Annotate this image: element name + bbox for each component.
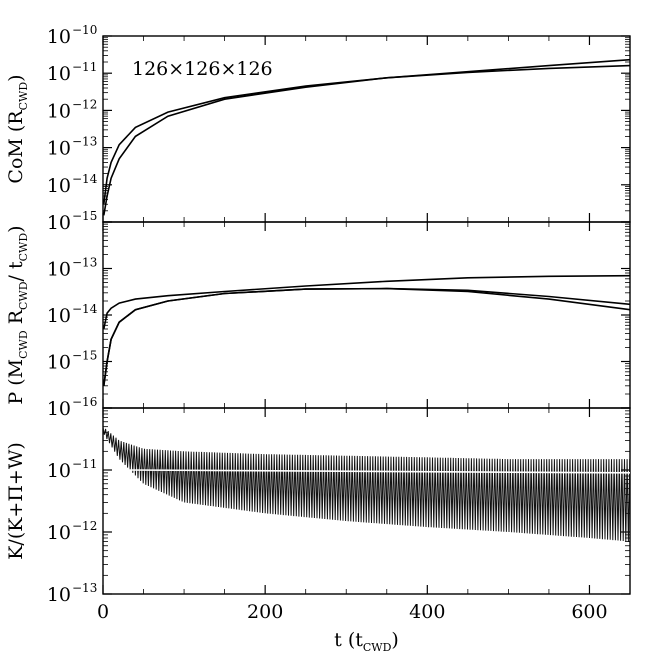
y-tick-label: 10 (47, 522, 71, 544)
y-tick-base: 10 (47, 26, 71, 48)
y-axis-label: K/(K+Π+W) (5, 442, 27, 560)
y-axis-label-end: ) (5, 74, 27, 81)
y-tick-exponent: −13 (72, 256, 97, 270)
y-tick-exponent: −11 (72, 457, 97, 471)
y-tick-base: 10 (47, 398, 71, 420)
y-tick-base: 10 (47, 305, 71, 327)
y-tick-label: 10 (47, 212, 71, 234)
y-axis-label-sub3: CWD (17, 233, 30, 262)
series-line-3 (103, 287, 631, 386)
y-tick-exponent: −15 (72, 349, 97, 363)
y-tick-label: 10 (47, 138, 71, 160)
y-axis-label: P (MCWD RCWD/ tCWD) (5, 225, 30, 404)
y-tick-base: 10 (47, 212, 71, 234)
y-axis-label-sub: CWD (17, 82, 30, 111)
y-tick-exponent: −10 (72, 23, 97, 37)
y-axis-label-end: / t (5, 261, 27, 281)
series-line-2 (103, 64, 631, 216)
plot-frame (102, 407, 631, 595)
y-tick-label: 10 (47, 175, 71, 197)
y-tick-base: 10 (47, 352, 71, 374)
x-tick-label: 200 (247, 601, 283, 623)
y-tick-exponent: −12 (72, 519, 97, 533)
x-axis-label-main: t (t (334, 629, 363, 651)
series-line-1 (103, 58, 631, 205)
y-tick-base: 10 (47, 460, 71, 482)
y-axis-label-sub: CWD (17, 330, 30, 359)
y-tick-exponent: −12 (72, 97, 97, 111)
x-axis-label-end: ) (391, 629, 398, 651)
y-tick-base: 10 (47, 259, 71, 281)
y-tick-label: 10 (47, 352, 71, 374)
y-tick-base: 10 (47, 138, 71, 160)
y-tick-base: 10 (47, 63, 71, 85)
y-tick-label: 10 (47, 259, 71, 281)
y-axis-label-main: P (M (5, 359, 27, 405)
x-axis-label: t (tCWD) (334, 629, 399, 654)
y-tick-exponent: −16 (72, 395, 97, 409)
y-tick-label: 10 (47, 26, 71, 48)
y-axis-label-sub2: CWD (17, 281, 30, 310)
plot-frame (102, 221, 631, 409)
y-tick-label: 10 (47, 584, 71, 606)
y-tick-label: 10 (47, 100, 71, 122)
y-tick-exponent: −13 (72, 581, 97, 595)
oscillation-series (102, 426, 631, 542)
mean-line (127, 469, 631, 474)
series-line-1 (103, 274, 631, 330)
y-axis-label-end2: ) (5, 225, 27, 232)
y-axis-label-main: CoM (R (5, 110, 27, 184)
y-tick-exponent: −13 (72, 135, 97, 149)
y-axis-label-mid: R (5, 309, 27, 330)
y-tick-label: 10 (47, 305, 71, 327)
y-tick-exponent: −11 (72, 60, 97, 74)
y-tick-label: 10 (47, 460, 71, 482)
y-tick-base: 10 (47, 522, 71, 544)
x-tick-label: 600 (571, 601, 607, 623)
y-tick-exponent: −14 (72, 172, 98, 186)
y-tick-label: 10 (47, 398, 71, 420)
y-tick-exponent: −15 (72, 209, 97, 223)
y-tick-exponent: −14 (72, 302, 98, 316)
y-tick-base: 10 (47, 100, 71, 122)
y-tick-base: 10 (47, 175, 71, 197)
x-tick-label: 400 (409, 601, 445, 623)
y-tick-label: 10 (47, 63, 71, 85)
y-axis-label-main: K/(K+Π+W) (5, 442, 27, 560)
x-axis-label-sub: CWD (363, 641, 392, 654)
resolution-annotation: 126×126×126 (132, 58, 273, 80)
y-axis-label: CoM (RCWD) (5, 74, 30, 183)
x-tick-label: 0 (97, 601, 109, 623)
series-line-2 (103, 287, 631, 386)
y-tick-base: 10 (47, 584, 71, 606)
